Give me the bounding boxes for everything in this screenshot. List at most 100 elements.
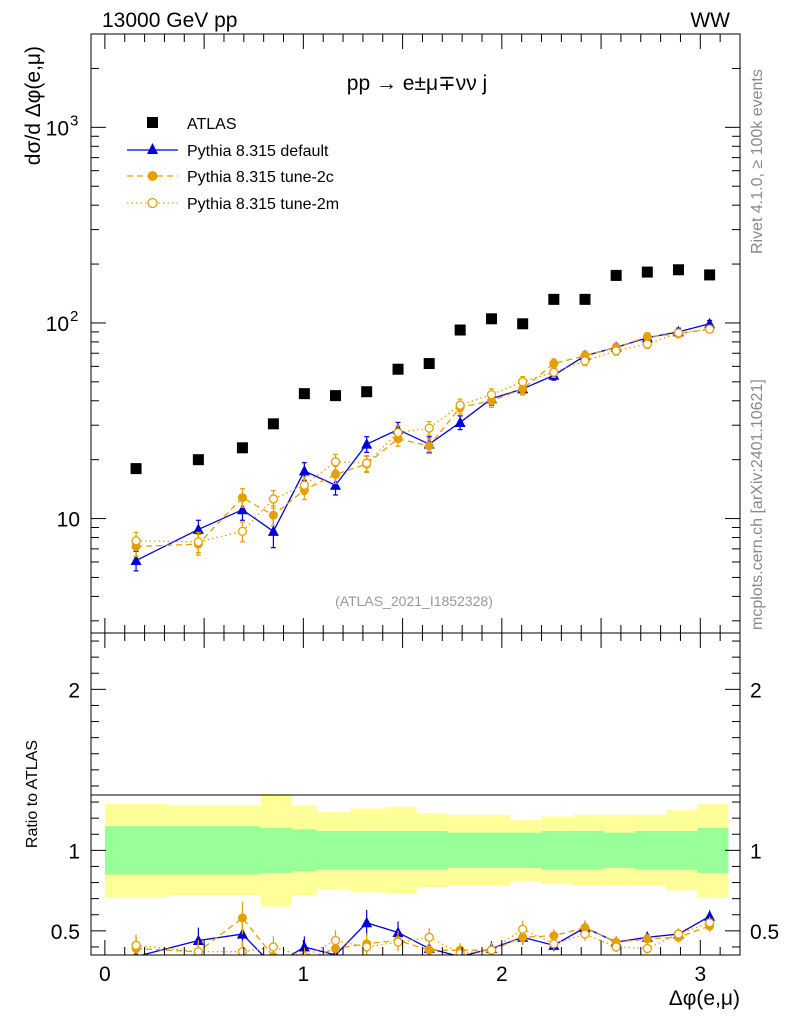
header-process-label: WW: [690, 9, 730, 32]
ratio-panel: 0.5 0.5 1 1 2 2 0 1 2 3: [51, 632, 779, 986]
point-atlas: [704, 269, 716, 281]
legend-label-tune2c: Pythia 8.315 tune-2c: [187, 169, 334, 186]
point-atlas: [192, 454, 204, 466]
legend-marker-tune2c: [147, 171, 158, 181]
ratio-line-tune2c: [136, 917, 710, 955]
point-ratio-tune2m: [486, 945, 497, 955]
uncertainty-band-inner: [104, 826, 729, 875]
header-energy-label: 13000 GeV pp: [102, 9, 237, 32]
point-ratio-tune2m: [424, 932, 434, 942]
point-ratio-tune2m: [642, 943, 652, 954]
ratio-y-tick-label: 0.5: [51, 921, 80, 944]
point-tune2m: [486, 389, 497, 400]
point-atlas: [454, 324, 466, 336]
point-ratio-tune2m: [704, 918, 715, 928]
point-atlas: [298, 388, 310, 400]
point-atlas: [517, 318, 529, 330]
point-ratio-tune2m: [299, 951, 309, 955]
point-ratio-tune2m: [193, 947, 204, 955]
legend-label-default: Pythia 8.315 default: [187, 143, 329, 160]
point-atlas: [236, 442, 248, 454]
point-default: [267, 525, 279, 536]
main-y-tick-label: 10: [46, 117, 69, 140]
main-y-axis-label: dσ/d Δφ(e,μ): [22, 46, 45, 165]
point-tune2c: [331, 469, 341, 479]
point-atlas: [548, 293, 560, 305]
point-tune2m: [237, 526, 248, 537]
point-atlas: [610, 269, 622, 281]
point-tune2m: [518, 377, 528, 387]
point-atlas: [423, 358, 435, 370]
point-tune2m: [268, 494, 279, 504]
ratio-y-tick-label-right: 1: [750, 840, 762, 863]
point-tune2m: [549, 367, 559, 377]
point-default: [192, 523, 204, 534]
point-ratio-tune2m: [362, 942, 372, 952]
legend-entry-tune2c: Pythia 8.315 tune-2c: [127, 169, 334, 186]
point-tune2m: [642, 339, 652, 349]
point-tune2m: [673, 328, 684, 338]
point-tune2m: [393, 427, 403, 438]
point-default: [236, 503, 248, 515]
point-tune2c: [424, 441, 434, 451]
point-tune2m: [611, 346, 621, 356]
legend-entry-tune2m: Pythia 8.315 tune-2m: [127, 196, 339, 213]
rivet-version-label: Rivet 4.1.0, ≥ 100k events: [749, 69, 766, 254]
point-tune2m: [704, 324, 715, 334]
legend-marker-atlas: [147, 117, 158, 128]
legend-marker-tune2m: [147, 197, 158, 209]
ratio-y-axis-label: Ratio to ATLAS: [24, 740, 41, 848]
point-ratio-default: [361, 916, 373, 928]
point-default: [361, 438, 373, 449]
point-default: [298, 465, 310, 476]
point-tune2c: [268, 510, 278, 520]
main-y-tick-exponent: 2: [70, 308, 78, 325]
point-ratio-tune2m: [549, 939, 559, 949]
main-y-tick-exponent: 3: [70, 112, 78, 129]
point-ratio-default: [192, 934, 204, 946]
ratio-y-tick-label: 1: [68, 840, 80, 863]
point-ratio-tune2c: [237, 913, 247, 923]
ratio-y-tick-label-right: 2: [750, 679, 762, 702]
legend: ATLAS Pythia 8.315 default Pythia 8.315 …: [127, 116, 339, 213]
point-ratio-default: [268, 960, 279, 971]
point-default: [454, 416, 466, 427]
point-atlas: [641, 266, 653, 278]
point-atlas: [579, 293, 591, 305]
point-ratio-default: [704, 910, 716, 921]
ratio-y-tick-label-right: 0.5: [750, 921, 779, 944]
legend-marker-default: [147, 143, 158, 154]
legend-label-tune2m: Pythia 8.315 tune-2m: [187, 196, 339, 213]
point-tune2m: [330, 457, 341, 467]
point-atlas: [130, 463, 142, 475]
point-tune2m: [131, 536, 141, 546]
point-atlas: [267, 418, 279, 430]
point-tune2c: [237, 493, 247, 503]
point-ratio-tune2m: [330, 935, 341, 946]
x-axis-label: Δφ(e,μ): [669, 987, 740, 1010]
point-atlas: [672, 264, 684, 276]
ratio-line-default: [139, 915, 710, 955]
series-line-tune2c: [136, 328, 710, 548]
series-line-default: [135, 323, 710, 562]
point-atlas: [361, 386, 373, 398]
point-ratio-tune2m: [455, 948, 465, 955]
point-ratio-tune2m: [673, 929, 684, 939]
point-tune2m: [299, 480, 310, 490]
point-tune2m: [193, 537, 204, 547]
point-tune2m: [580, 356, 590, 366]
mcplots-label: mcplots.cern.ch [arXiv:2401.10621]: [749, 379, 766, 630]
x-tick-label: 3: [694, 963, 706, 986]
point-atlas: [486, 313, 498, 325]
x-tick-label: 0: [99, 963, 111, 986]
x-tick-label: 2: [496, 963, 508, 986]
plot-title: pp → e±μ∓νν j: [347, 72, 487, 95]
point-ratio-tune2m: [393, 937, 403, 947]
point-ratio-tune2c: [424, 945, 434, 955]
legend-entry-atlas: ATLAS: [147, 116, 237, 133]
point-atlas: [392, 363, 404, 375]
point-tune2m: [424, 423, 434, 433]
point-ratio-tune2m: [580, 929, 590, 939]
point-ratio-default: [298, 940, 310, 952]
